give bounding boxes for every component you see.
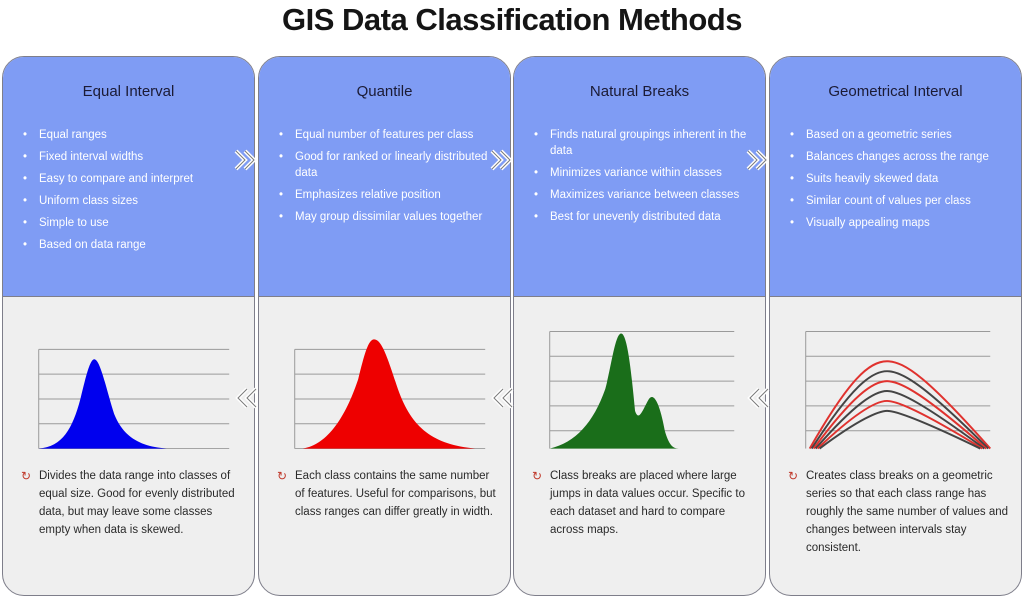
bullet-item: Based on a geometric series <box>788 127 1003 143</box>
bullet-item: Based on data range <box>21 237 236 253</box>
bullet-item: Equal number of features per class <box>277 127 492 143</box>
chevron-right-icon <box>746 149 769 171</box>
distribution-chart <box>38 348 230 450</box>
panel-equal-interval: Equal Interval Equal ranges Fixed interv… <box>2 56 255 596</box>
curve-line <box>812 380 987 450</box>
page-title: GIS Data Classification Methods <box>282 2 742 37</box>
distribution-curve <box>38 359 167 449</box>
bullet-item: Best for unevenly distributed data <box>532 209 747 225</box>
bullet-list: Equal number of features per class Good … <box>277 127 492 231</box>
curve-line <box>808 360 991 450</box>
panel-description: ↻ Creates class breaks on a geometric se… <box>788 469 1009 554</box>
bullet-item: Easy to compare and interpret <box>21 171 236 187</box>
bullet-item: May group dissimilar values together <box>277 209 492 225</box>
pointer-icon: ↻ <box>21 469 32 483</box>
panel-description: ↻ Divides the data range into classes of… <box>21 469 235 536</box>
bullet-item: Equal ranges <box>21 127 236 143</box>
curve-line <box>816 399 983 450</box>
panel-header: Quantile Equal number of features per cl… <box>259 57 510 297</box>
chevron-right-icon <box>234 149 257 171</box>
bullet-item: Emphasizes relative position <box>277 187 492 203</box>
distribution-curve <box>302 339 476 449</box>
distribution-chart <box>549 331 735 449</box>
bullet-item: Balances changes across the range <box>788 149 1003 165</box>
chevron-left-icon <box>235 387 258 409</box>
panel-heading: Natural Breaks <box>589 83 690 100</box>
distribution-chart <box>805 331 991 450</box>
panel-description: ↻ Each class contains the same number of… <box>277 469 496 518</box>
panel-header: Equal Interval Equal ranges Fixed interv… <box>3 57 254 297</box>
chevron-right-icon <box>490 149 513 171</box>
pointer-icon: ↻ <box>532 469 543 483</box>
chevron-left-icon <box>491 387 514 409</box>
bullet-item: Similar count of values per class <box>788 193 1003 209</box>
bullet-item: Suits heavily skewed data <box>788 171 1003 187</box>
panel-description: ↻ Class breaks are placed where large ju… <box>532 469 745 536</box>
bullet-item: Finds natural groupings inherent in the … <box>532 127 747 159</box>
bullet-list: Equal ranges Fixed interval widths Easy … <box>21 127 236 259</box>
curve-line <box>810 370 989 450</box>
panel-heading: Equal Interval <box>82 83 175 100</box>
distribution-chart <box>294 339 486 450</box>
panel-header: Natural Breaks Finds natural groupings i… <box>514 57 765 297</box>
pointer-icon: ↻ <box>788 469 799 483</box>
panel-heading: Quantile <box>356 83 413 100</box>
panel-header: Geometrical Interval Based on a geometri… <box>770 57 1021 297</box>
curve-line <box>819 409 981 450</box>
bullet-list: Based on a geometric series Balances cha… <box>788 127 1003 237</box>
chevron-left-icon <box>747 387 770 409</box>
bullet-item: Maximizes variance between classes <box>532 187 747 203</box>
panel-natural-breaks: Natural Breaks Finds natural groupings i… <box>513 56 766 596</box>
pointer-icon: ↻ <box>277 469 288 483</box>
panel-quantile: Quantile Equal number of features per cl… <box>258 56 511 596</box>
bullet-item: Minimizes variance within classes <box>532 165 747 181</box>
bullet-item: Fixed interval widths <box>21 149 236 165</box>
panel-geometrical-interval: Geometrical Interval Based on a geometri… <box>769 56 1022 596</box>
bullet-list: Finds natural groupings inherent in the … <box>532 127 747 231</box>
bullet-item: Good for ranked or linearly distributed … <box>277 149 492 181</box>
bullet-item: Uniform class sizes <box>21 193 236 209</box>
bullet-item: Visually appealing maps <box>788 215 1003 231</box>
bullet-item: Simple to use <box>21 215 236 231</box>
panel-heading: Geometrical Interval <box>828 83 963 100</box>
curve-line <box>814 390 985 450</box>
distribution-curve <box>549 333 679 449</box>
